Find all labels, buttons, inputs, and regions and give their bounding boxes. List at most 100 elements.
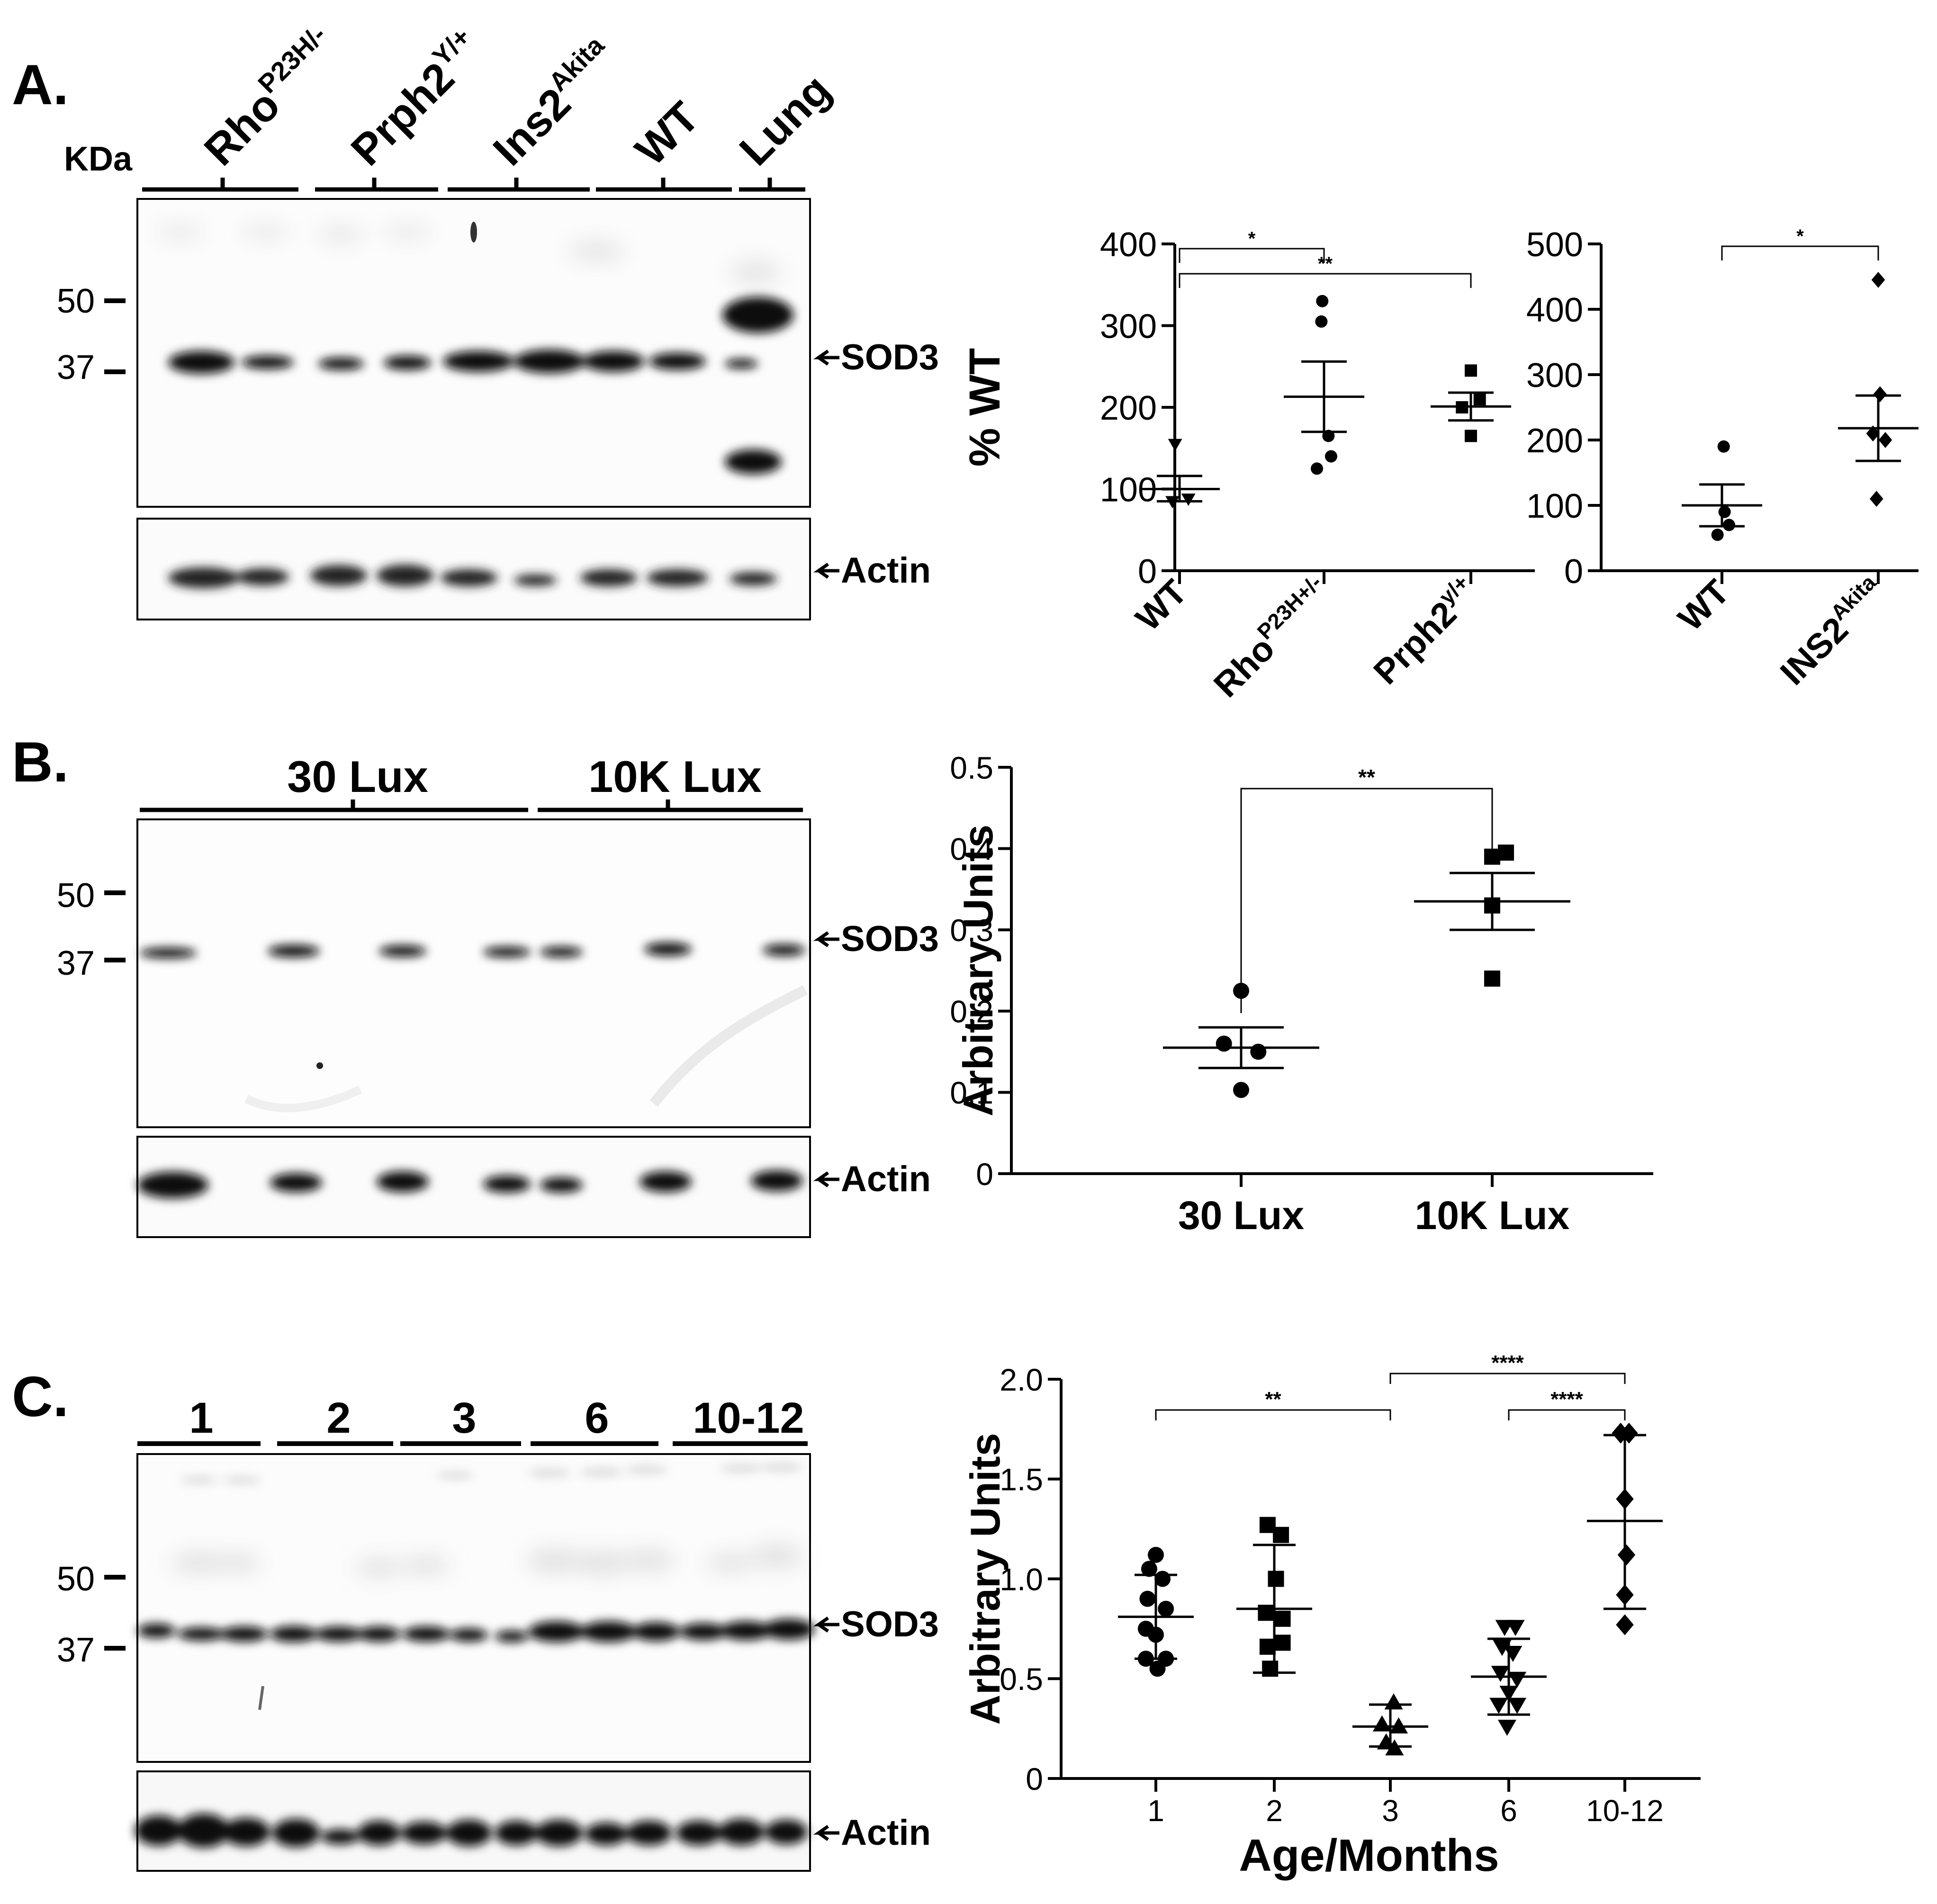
data-point	[1384, 1693, 1403, 1710]
data-point	[1148, 1546, 1164, 1563]
chart-b: 0 0.1 0.2 0.3 0.4 0.5 Arbitrary Units 30 Lux 10K…	[950, 750, 1653, 1238]
y-tick-label: 500	[1526, 226, 1583, 264]
panel-c-actin-arrow: Actin	[813, 1813, 931, 1853]
panel-a: A. KDa RhoP23H/- Prph2Y/+ Ins2Akita WT L…	[12, 19, 1919, 705]
panel-c-letter: C.	[12, 1365, 69, 1428]
y-tick-label: 1.0	[1000, 1562, 1043, 1597]
x-axis-label: Age/Months	[1239, 1830, 1499, 1881]
x-tick-label: RhoP23H+/-	[1204, 570, 1339, 705]
y-tick-label: 2.0	[1000, 1362, 1043, 1397]
panel-b-sod3-blot	[136, 818, 811, 1128]
lane-label-3: 3	[452, 1394, 476, 1442]
data-point	[1274, 1635, 1291, 1651]
x-tick-label: 2	[1266, 1794, 1283, 1828]
y-tick-label: 400	[1526, 291, 1583, 329]
data-point	[1389, 1717, 1408, 1733]
data-point	[1258, 1605, 1274, 1621]
significance-bracket: **	[1240, 765, 1493, 1014]
data-point	[1493, 1640, 1512, 1656]
x-tick-label: INS2Akita	[1771, 570, 1893, 692]
y-axis-label: Arbitrary Units	[955, 825, 1001, 1116]
significance-bracket: **	[1155, 1388, 1391, 1420]
x-tick-label: 1	[1147, 1794, 1164, 1828]
data-point	[1617, 1544, 1636, 1566]
bracket-line	[1721, 245, 1879, 260]
data-point	[1878, 432, 1892, 448]
series-3	[1352, 1693, 1428, 1756]
chart-axes	[1600, 244, 1919, 572]
series-2	[1414, 844, 1570, 987]
y-tick-label: 300	[1100, 307, 1157, 345]
data-point	[1498, 844, 1514, 861]
y-tick-label: 0	[976, 1157, 993, 1192]
data-point	[1315, 315, 1328, 328]
data-point	[1866, 425, 1880, 442]
y-tick-label: 0.4	[950, 831, 993, 866]
series-3	[1431, 364, 1511, 442]
y-tick-label: 0	[1564, 553, 1583, 591]
y-tick-label: 200	[1526, 422, 1583, 460]
significance-label: **	[1358, 765, 1375, 790]
marker-37: 37	[57, 1631, 95, 1669]
data-point	[1274, 1610, 1291, 1627]
panel-a-actin-blot	[136, 518, 811, 620]
lane-label-lung: Lung	[730, 65, 840, 175]
panel-b: B. 30 Lux 10K Lux 50	[12, 730, 1653, 1238]
data-point	[1259, 1638, 1276, 1655]
marker-50: 50	[57, 877, 95, 915]
panel-a-sod3-arrow: SOD3	[813, 337, 939, 377]
y-axis-label: Arbitrary Units	[962, 1433, 1009, 1724]
panel-b-letter: B.	[12, 730, 69, 794]
y-tick-label: 0.3	[950, 913, 993, 948]
chart-a2: 0 100 200 300 400 500 WT INS2Akita *	[1526, 226, 1919, 692]
y-tick-label: 0	[1026, 1761, 1043, 1796]
axis-lines	[1010, 767, 1653, 1175]
axis-lines	[1600, 244, 1919, 572]
data-point	[1717, 440, 1730, 453]
data-point	[1508, 1697, 1527, 1714]
panel-c: C. 1 2 3 6 10-12	[12, 1351, 1701, 1881]
data-point	[1722, 519, 1735, 531]
marker-50: 50	[57, 1560, 95, 1598]
data-point	[1497, 1719, 1517, 1736]
bracket-line	[1155, 1409, 1391, 1420]
lane-label-wt: WT	[626, 93, 708, 175]
data-point	[1158, 1600, 1174, 1617]
data-point	[1233, 1082, 1249, 1098]
y-tick-label: 400	[1100, 226, 1157, 264]
data-point	[1491, 1666, 1510, 1682]
x-tick-label: 6	[1500, 1794, 1517, 1828]
panel-b-sod3-arrow: SOD3	[813, 919, 939, 959]
series-1	[1118, 1546, 1194, 1677]
data-point	[1465, 430, 1477, 442]
lane-label-ins2: Ins2Akita	[481, 30, 626, 175]
panel-a-sod3-blot	[136, 198, 811, 508]
data-point	[1484, 970, 1500, 987]
panel-b-lane-bars	[140, 799, 803, 812]
significance-label: *	[1248, 228, 1256, 249]
lane-label-10-12: 10-12	[693, 1394, 804, 1442]
marker-37: 37	[57, 349, 95, 386]
chart-c: 0 0.5 1.0 1.5 2.0 Arbitrary Units Age/Months 1 2…	[962, 1351, 1701, 1881]
series-2	[1284, 295, 1364, 475]
panel-b-actin-blot	[136, 1136, 811, 1238]
data-point	[1873, 386, 1887, 403]
data-point	[1372, 1715, 1391, 1732]
significance-label: *	[1796, 226, 1804, 247]
data-point	[1465, 364, 1477, 377]
significance-bracket: ****	[1389, 1351, 1626, 1384]
data-point	[1141, 1561, 1157, 1577]
lane-label-1: 1	[189, 1394, 213, 1442]
significance-bracket: *	[1721, 226, 1879, 260]
data-point	[1506, 1620, 1525, 1636]
marker-50: 50	[57, 282, 95, 320]
series-2	[1236, 1517, 1312, 1677]
y-tick-label: 200	[1100, 389, 1157, 427]
data-point	[1216, 1035, 1232, 1052]
panel-a-actin-label: Actin	[841, 550, 931, 591]
y-tick-label: 0.1	[950, 1075, 993, 1110]
significance-label: **	[1318, 253, 1333, 274]
y-tick-label: 0	[1138, 553, 1157, 591]
panel-b-sod3-label: SOD3	[841, 919, 939, 959]
